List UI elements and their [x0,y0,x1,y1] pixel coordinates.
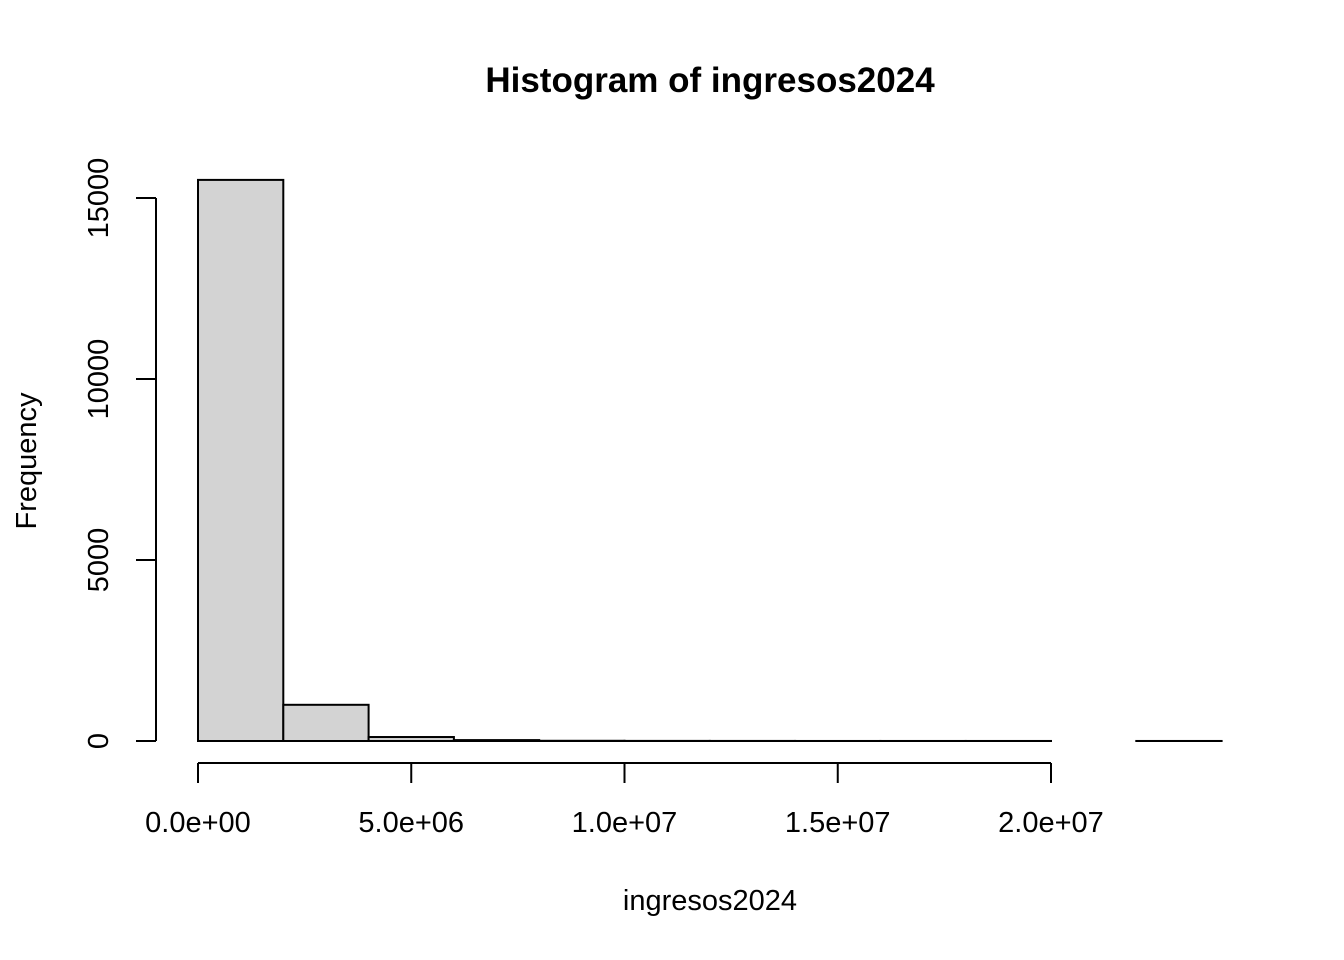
bars-group [197,178,1223,743]
x-tick-label-4: 2.0e+07 [998,807,1104,839]
x-axis-label: ingresos2024 [623,885,797,917]
y-tick-label-1: 5000 [83,528,115,593]
x-axis: 0.0e+00 5.0e+06 1.0e+07 1.5e+07 2.0e+07 [145,762,1104,839]
x-tick-label-0: 0.0e+00 [145,807,251,839]
y-axis: 0 5000 10000 15000 [83,158,157,749]
chart-title: Histogram of ingresos2024 [485,61,935,100]
y-tick-label-3: 15000 [83,158,115,239]
x-tick-label-3: 1.5e+07 [785,807,891,839]
y-tick-label-2: 10000 [83,339,115,420]
x-tick-label-1: 5.0e+06 [358,807,464,839]
histogram-bar-1 [282,703,370,742]
x-tick-label-2: 1.0e+07 [572,807,678,839]
histogram-bar-2 [367,736,455,743]
histogram-bar-0 [197,178,285,742]
y-tick-label-0: 0 [83,733,115,749]
y-axis-label: Frequency [11,392,43,530]
histogram-bar-3 [452,739,541,742]
